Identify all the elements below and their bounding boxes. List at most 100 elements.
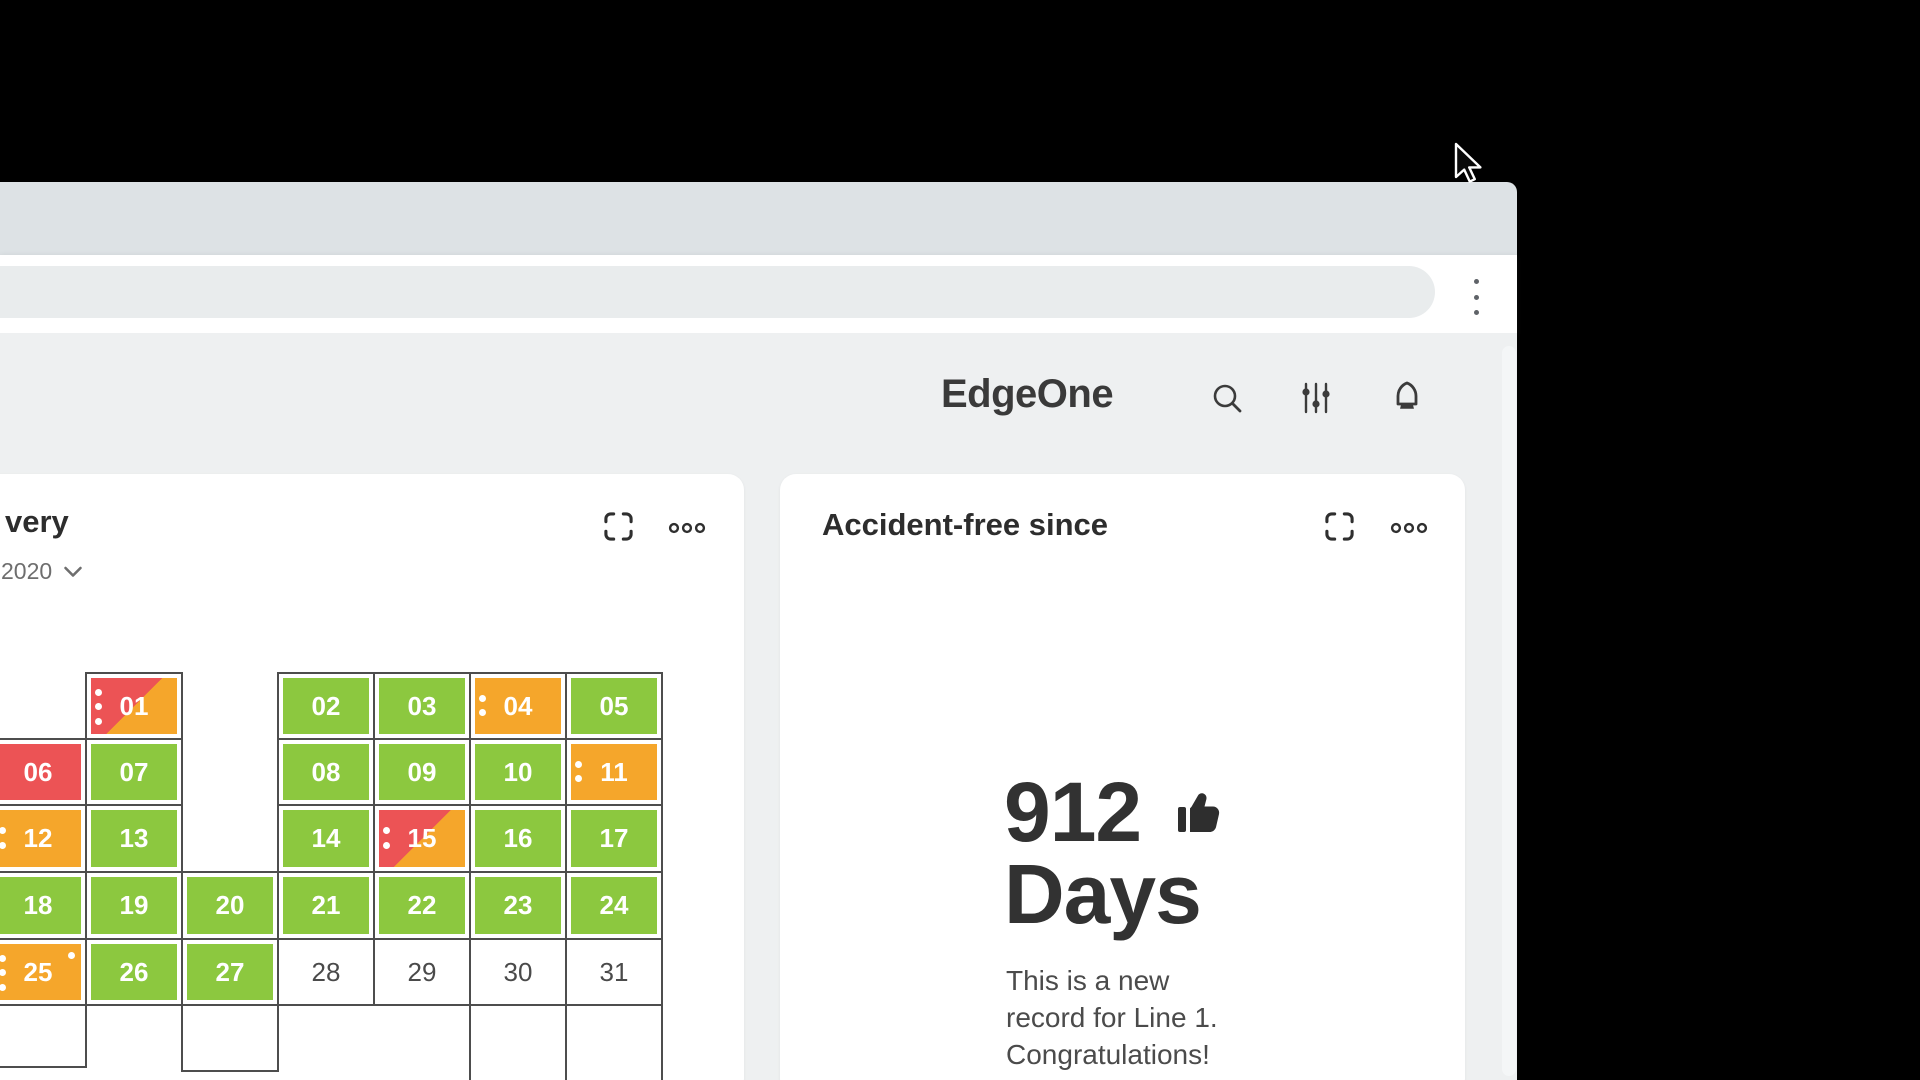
calendar-day-number: 22: [407, 890, 437, 920]
sliders-icon: [1302, 382, 1330, 414]
calendar-day-cell-26[interactable]: 26: [85, 938, 183, 1006]
calendar-cell-fill: 07: [91, 744, 177, 800]
calendar-cell-fill: 22: [379, 877, 465, 934]
calendar-day-cell-22[interactable]: 22: [373, 871, 471, 940]
calendar-day-number: 16: [503, 823, 533, 853]
calendar-day-cell-13[interactable]: 13: [85, 804, 183, 873]
mouse-cursor: [1454, 142, 1482, 183]
calendar-day-cell-15[interactable]: 15: [373, 804, 471, 873]
calendar-day-cell-01[interactable]: 01: [85, 672, 183, 740]
calendar-day-number: 01: [119, 690, 149, 721]
url-bar[interactable]: [0, 266, 1435, 318]
dot: [1473, 279, 1479, 284]
calendar-day-number: 03: [407, 690, 437, 721]
calendar-empty-cell[interactable]: [469, 1004, 567, 1080]
calendar-cell-fill: [187, 1010, 273, 1066]
calendar-day-number: 18: [23, 890, 53, 920]
calendar-day-cell-17[interactable]: 17: [565, 804, 663, 873]
calendar-day-number: 09: [407, 756, 437, 787]
accident-more-button[interactable]: [1390, 520, 1428, 539]
calendar-day-cell-23[interactable]: 23: [469, 871, 567, 940]
calendar-day-number: 04: [503, 690, 533, 721]
calendar-day-number: 11: [600, 756, 628, 787]
delivery-more-button[interactable]: [668, 520, 706, 539]
fullscreen-icon: [604, 512, 633, 541]
status-dot: [479, 709, 486, 717]
calendar-day-cell-06[interactable]: 06: [0, 738, 87, 806]
calendar-day-number: 23: [503, 890, 533, 920]
calendar-day-number: 17: [599, 823, 629, 853]
calendar-cell-fill: [475, 1010, 561, 1080]
calendar-cell-fill: 01: [91, 678, 177, 734]
status-dot: [95, 688, 102, 696]
year-selector[interactable]: 2020: [1, 558, 84, 585]
status-dot: [0, 969, 6, 977]
calendar-day-cell-19[interactable]: 19: [85, 871, 183, 940]
calendar-day-number: 26: [119, 956, 149, 987]
calendar-day-cell-12[interactable]: 12: [0, 804, 87, 873]
search-button[interactable]: [1210, 381, 1246, 420]
calendar-day-cell-08[interactable]: 08: [277, 738, 375, 806]
calendar-cell-fill: 24: [571, 877, 657, 934]
calendar-day-cell-11[interactable]: 11: [565, 738, 663, 806]
accident-days-value: 912: [1004, 765, 1142, 859]
calendar-day-cell-16[interactable]: 16: [469, 804, 567, 873]
calendar-day-number: 07: [119, 756, 149, 787]
calendar-cell-fill: 11: [571, 744, 657, 800]
calendar-day-cell-02[interactable]: 02: [277, 672, 375, 740]
status-dot: [383, 841, 390, 849]
thumbs-up-icon: [1178, 793, 1220, 832]
calendar-day-cell-04[interactable]: 04: [469, 672, 567, 740]
calendar-day-cell-24[interactable]: 24: [565, 871, 663, 940]
calendar-cell-fill: 27: [187, 944, 273, 1000]
delivery-fullscreen-button[interactable]: [603, 511, 634, 545]
calendar-cell-fill: 08: [283, 744, 369, 800]
calendar-cell-fill: 10: [475, 744, 561, 800]
dot: [1473, 294, 1479, 300]
calendar-day-cell-31[interactable]: 31: [565, 938, 663, 1006]
calendar-empty-cell[interactable]: [565, 1004, 663, 1080]
calendar-day-cell-25[interactable]: 25: [0, 938, 87, 1006]
notifications-button[interactable]: [1388, 380, 1426, 419]
filter-button[interactable]: [1298, 380, 1334, 419]
calendar-empty-cell[interactable]: [181, 1004, 279, 1072]
calendar-cell-fill: 31: [571, 944, 657, 1000]
calendar-day-cell-05[interactable]: 05: [565, 672, 663, 740]
calendar-cell-fill: 25: [0, 944, 81, 1000]
calendar-day-cell-18[interactable]: 18: [0, 871, 87, 940]
calendar-day-cell-07[interactable]: 07: [85, 738, 183, 806]
calendar-cell-fill: 06: [0, 744, 81, 800]
status-dot: [0, 983, 6, 991]
calendar-day-number: 05: [599, 690, 629, 721]
accident-days-unit: Days: [1004, 847, 1202, 941]
scrollbar-track[interactable]: [1502, 346, 1516, 1076]
accident-fullscreen-button[interactable]: [1324, 511, 1355, 545]
browser-titlebar: [0, 182, 1517, 255]
more-options-icon: [668, 522, 706, 534]
calendar-empty-cell[interactable]: [0, 1004, 87, 1068]
calendar-day-cell-30[interactable]: 30: [469, 938, 567, 1006]
browser-menu-button[interactable]: [1465, 279, 1487, 315]
calendar-day-cell-20[interactable]: 20: [181, 871, 279, 940]
calendar-cell-fill: 29: [379, 944, 465, 1000]
calendar-day-number: 15: [407, 823, 437, 853]
calendar-day-cell-03[interactable]: 03: [373, 672, 471, 740]
delivery-card-title: very: [5, 504, 69, 539]
calendar-cell-fill: 20: [187, 877, 273, 934]
calendar-day-number: 28: [311, 956, 341, 987]
calendar-day-number: 31: [599, 956, 629, 987]
calendar-cell-fill: 05: [571, 678, 657, 734]
calendar-day-cell-14[interactable]: 14: [277, 804, 375, 873]
calendar-day-cell-10[interactable]: 10: [469, 738, 567, 806]
status-dot: [575, 760, 582, 768]
calendar-day-cell-09[interactable]: 09: [373, 738, 471, 806]
brand-logo: EdgeOne: [941, 372, 1114, 416]
calendar-day-cell-21[interactable]: 21: [277, 871, 375, 940]
calendar-cell-fill: 26: [91, 944, 177, 1000]
calendar-day-cell-29[interactable]: 29: [373, 938, 471, 1006]
calendar-day-cell-28[interactable]: 28: [277, 938, 375, 1006]
calendar-day-cell-27[interactable]: 27: [181, 938, 279, 1006]
calendar-cell-fill: 16: [475, 810, 561, 867]
fullscreen-icon: [1325, 512, 1354, 541]
